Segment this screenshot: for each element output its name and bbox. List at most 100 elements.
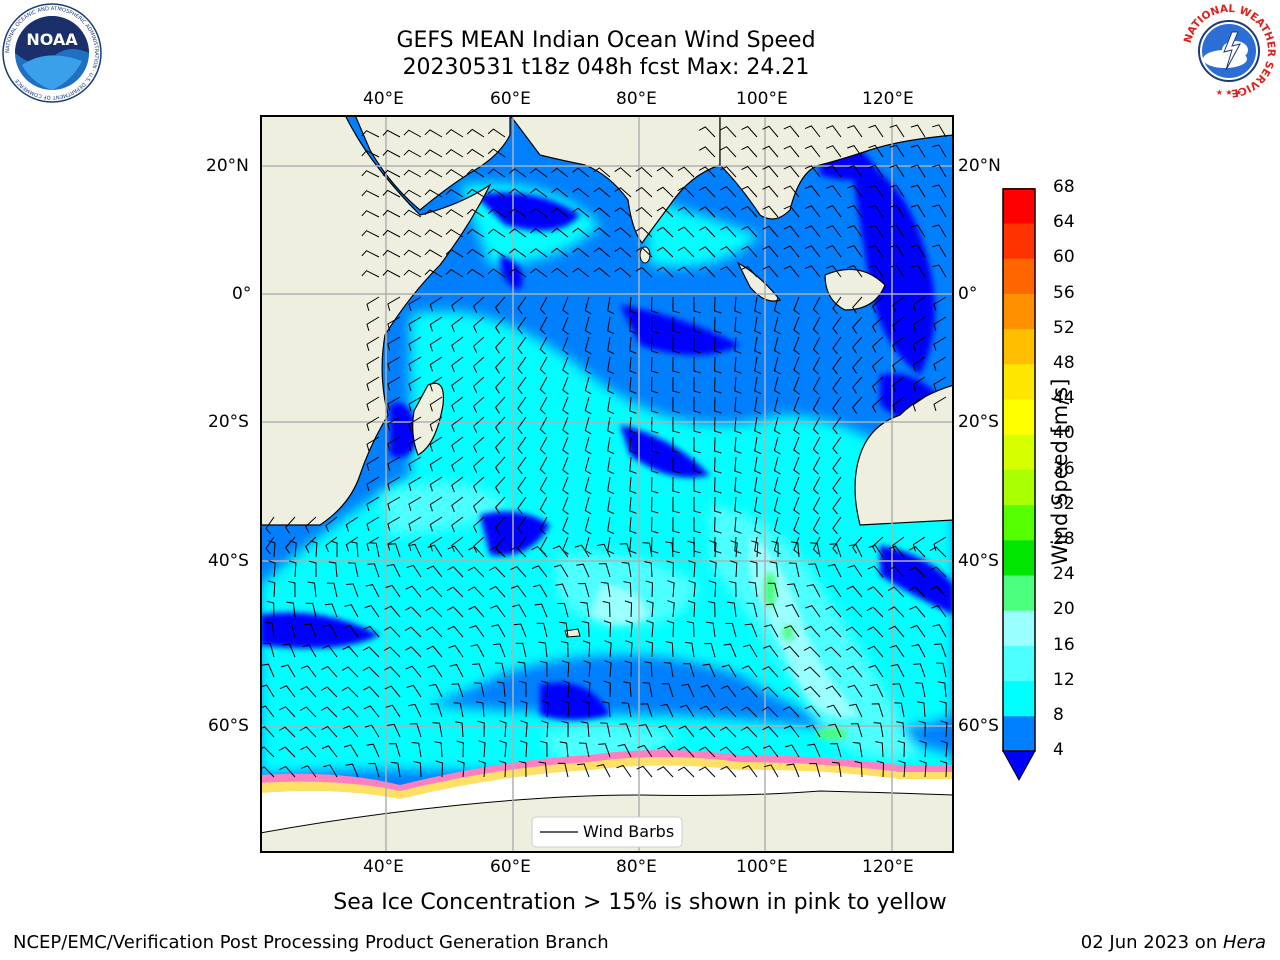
wind-barb <box>720 685 737 698</box>
wind-barb <box>754 516 762 535</box>
wind-barb <box>384 685 401 698</box>
wind-barb <box>720 146 737 158</box>
wind-barb <box>529 248 548 258</box>
wind-barb <box>265 536 275 555</box>
wind-barb <box>933 396 947 412</box>
wind-barb <box>467 566 485 578</box>
wind-barb <box>698 266 716 278</box>
wind-barb <box>762 245 779 258</box>
wind-barb <box>892 316 905 333</box>
wind-barb <box>845 606 863 618</box>
wind-barb <box>867 565 884 578</box>
wind-barb <box>832 416 842 435</box>
wind-barb <box>783 225 800 238</box>
lat-label-left: 0° <box>232 284 252 304</box>
wind-barb <box>474 682 485 698</box>
wind-barb <box>536 622 548 638</box>
wind-barb <box>714 516 722 534</box>
colorbar-bin <box>1003 223 1035 259</box>
wind-barb <box>451 376 464 393</box>
wind-barb <box>323 764 338 778</box>
wind-barb <box>285 536 296 554</box>
wind-barb <box>541 720 549 738</box>
wind-barb <box>812 396 821 415</box>
colorbar-tick: 52 <box>1053 317 1075 338</box>
wind-barb <box>498 700 506 718</box>
wind-barb <box>487 188 506 198</box>
wind-barb <box>714 456 722 474</box>
wind-barb <box>382 209 401 218</box>
wind-barb <box>607 396 615 415</box>
wind-barb <box>369 542 380 558</box>
wind-barb <box>529 228 548 238</box>
wind-barb <box>783 265 800 278</box>
wind-barb <box>734 476 742 494</box>
wind-barb <box>446 586 464 598</box>
wind-barb <box>472 336 485 353</box>
wind-barb <box>472 316 485 333</box>
wind-barb <box>383 626 401 638</box>
wind-barb <box>487 268 506 278</box>
wind-barb <box>734 436 742 454</box>
wind-barb <box>387 516 401 531</box>
colorbar-bin <box>1003 504 1035 541</box>
lat-label-left: 40°S <box>208 551 249 571</box>
wind-barb <box>361 230 380 238</box>
wind-barb <box>714 296 722 314</box>
wind-barb <box>679 704 695 718</box>
wind-barb <box>707 600 716 618</box>
wind-barb <box>908 586 926 598</box>
wind-barb <box>551 247 569 258</box>
wind-barb <box>741 665 758 678</box>
wind-barb <box>847 224 863 238</box>
wind-barb <box>934 643 947 658</box>
wind-barb <box>445 188 464 198</box>
wind-barb <box>429 356 443 372</box>
wind-barb <box>812 376 821 395</box>
wind-barb <box>720 126 737 138</box>
wind-barb <box>487 168 506 178</box>
wind-barb <box>793 356 800 375</box>
wind-barb <box>915 682 926 698</box>
wind-barb <box>405 585 422 598</box>
wind-barb <box>386 563 401 578</box>
wind-barb <box>466 188 485 198</box>
lon-label-top: 60°E <box>490 89 531 109</box>
lat-label-right: 20°S <box>958 412 999 432</box>
wind-barb <box>607 496 615 515</box>
wind-barb <box>852 316 863 334</box>
wind-barb <box>672 376 680 394</box>
wind-barb <box>684 641 695 658</box>
wind-barb <box>635 226 653 238</box>
wind-barb <box>614 247 632 258</box>
wind-barb <box>541 680 549 698</box>
wind-barb <box>786 763 800 778</box>
wind-barb <box>812 356 821 375</box>
wind-barb <box>637 744 653 758</box>
wind-barb <box>762 665 779 678</box>
wind-barb <box>366 336 380 352</box>
wind-barb <box>826 265 842 278</box>
wind-barb <box>404 626 422 638</box>
wind-barb <box>382 229 401 238</box>
svg-text:NOAA: NOAA <box>26 30 78 49</box>
wind-barb <box>912 376 926 392</box>
wind-barb <box>584 356 592 375</box>
wind-barb <box>845 646 863 658</box>
wind-barb <box>320 706 338 718</box>
wind-barb <box>868 124 884 138</box>
wind-band-24-28 <box>764 572 848 740</box>
wind-barb <box>361 190 380 198</box>
wind-barb <box>793 456 800 475</box>
wind-barb <box>723 643 737 658</box>
wind-barb <box>832 316 842 335</box>
wind-barb <box>600 581 611 598</box>
kerguelen-island <box>564 628 581 638</box>
wind-barb <box>408 496 422 512</box>
wind-barb <box>607 456 615 475</box>
wind-barb <box>805 724 821 738</box>
wind-barb <box>793 416 800 435</box>
wind-barb <box>330 540 338 558</box>
wind-barb <box>520 740 528 758</box>
wind-barb <box>807 743 821 758</box>
